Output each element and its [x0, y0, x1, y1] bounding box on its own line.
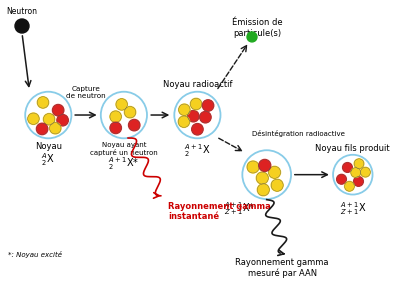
- Circle shape: [178, 104, 190, 115]
- Circle shape: [116, 99, 127, 110]
- Circle shape: [110, 122, 121, 133]
- Circle shape: [129, 119, 140, 131]
- Circle shape: [190, 98, 202, 110]
- Circle shape: [57, 114, 68, 126]
- Circle shape: [247, 32, 257, 42]
- Circle shape: [200, 112, 211, 123]
- Circle shape: [28, 113, 39, 124]
- Circle shape: [360, 167, 370, 177]
- Circle shape: [178, 116, 190, 128]
- Circle shape: [354, 159, 364, 169]
- Circle shape: [271, 179, 283, 191]
- Circle shape: [351, 168, 361, 178]
- Circle shape: [259, 159, 271, 172]
- Text: Capture
de neutron: Capture de neutron: [66, 86, 106, 99]
- Circle shape: [52, 105, 64, 116]
- Circle shape: [247, 161, 259, 173]
- Text: Noyau ayant
capturé un neutron: Noyau ayant capturé un neutron: [90, 142, 158, 156]
- Circle shape: [337, 174, 346, 184]
- Circle shape: [43, 114, 55, 125]
- Text: Neutron: Neutron: [6, 7, 37, 16]
- Circle shape: [110, 111, 121, 122]
- Text: $^{A+1}_{Z+1}$X: $^{A+1}_{Z+1}$X: [340, 200, 366, 217]
- Circle shape: [37, 123, 48, 135]
- Circle shape: [15, 19, 29, 33]
- Circle shape: [202, 100, 214, 111]
- Circle shape: [256, 172, 268, 184]
- Text: $^{A+1}_2$X*: $^{A+1}_2$X*: [108, 155, 139, 172]
- Text: *: Noyau excité: *: Noyau excité: [8, 251, 62, 258]
- Text: $^{A+1}_2$X: $^{A+1}_2$X: [184, 142, 210, 159]
- Circle shape: [354, 177, 363, 186]
- Text: $^{A+1}_{Z+1}$X*: $^{A+1}_{Z+1}$X*: [224, 200, 255, 217]
- Circle shape: [192, 124, 203, 135]
- Text: $^A_2$X: $^A_2$X: [42, 151, 55, 168]
- Circle shape: [343, 163, 352, 172]
- Text: Émission de
particule(s): Émission de particule(s): [232, 18, 282, 38]
- Circle shape: [344, 181, 354, 191]
- Circle shape: [257, 184, 269, 196]
- Text: Désintégration radioactive: Désintégration radioactive: [252, 130, 345, 137]
- Text: Noyau fils produit: Noyau fils produit: [315, 144, 390, 153]
- Text: Rayonnement gamma
mesuré par AAN: Rayonnement gamma mesuré par AAN: [236, 258, 329, 278]
- Circle shape: [268, 166, 281, 178]
- Circle shape: [50, 122, 61, 134]
- Text: Noyau: Noyau: [35, 142, 62, 151]
- Text: Rayonnement gamma
instantané: Rayonnement gamma instantané: [168, 202, 271, 221]
- Circle shape: [37, 97, 49, 108]
- Text: Noyau radioactif: Noyau radioactif: [163, 80, 232, 89]
- Circle shape: [188, 110, 199, 122]
- Circle shape: [124, 106, 136, 118]
